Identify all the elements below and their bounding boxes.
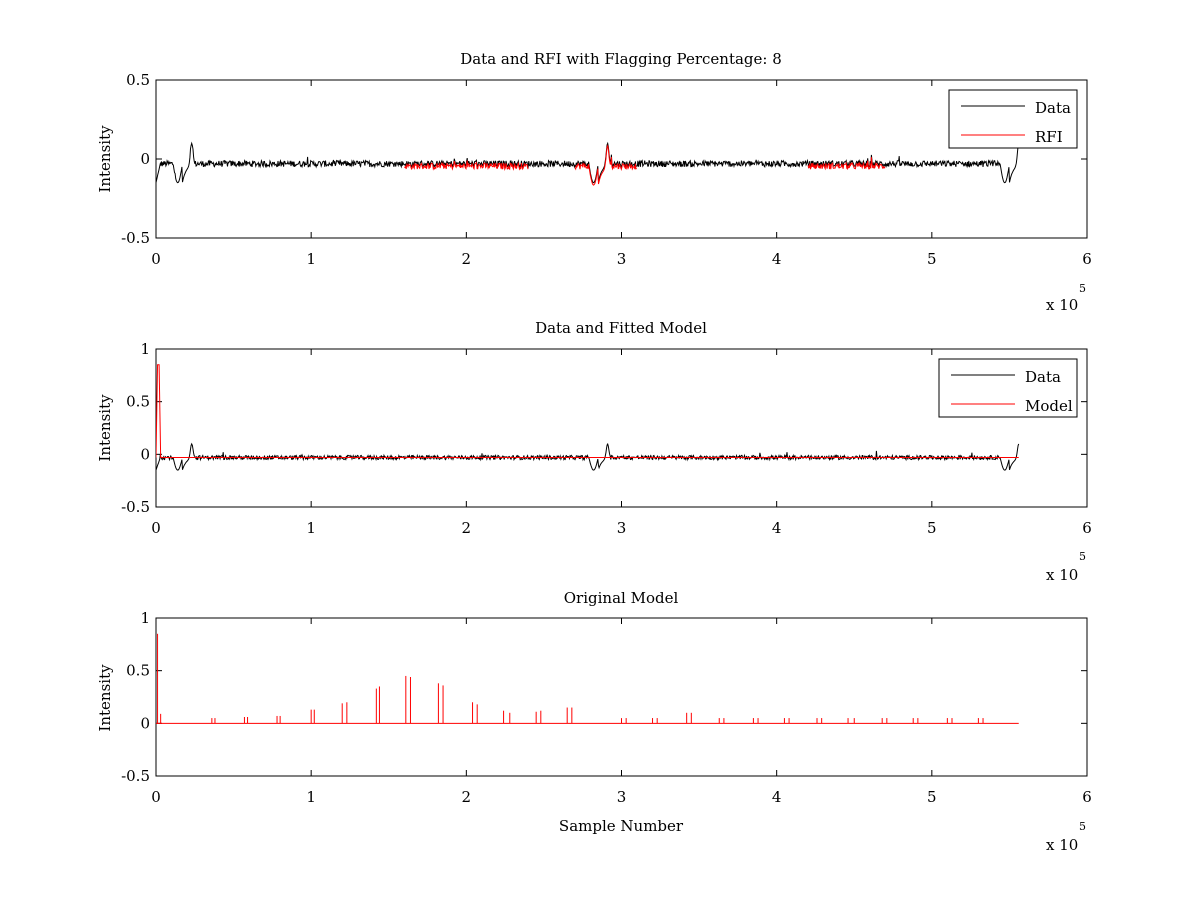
- x-axis-label: Sample Number: [559, 817, 684, 835]
- x-tick-label: 1: [306, 788, 316, 806]
- y-tick-label: 1: [140, 609, 150, 627]
- panel-title: Data and Fitted Model: [535, 319, 707, 337]
- x-exponent-base: x 10: [1046, 566, 1078, 584]
- x-exponent-power: 5: [1079, 820, 1086, 833]
- x-tick-label: 0: [151, 788, 161, 806]
- y-tick-label: 0.5: [126, 71, 150, 89]
- y-tick-label: -0.5: [121, 229, 150, 247]
- plot-marks: [156, 141, 1020, 186]
- legend-box: [938, 358, 1078, 418]
- y-tick-label: 0.5: [126, 662, 150, 680]
- x-exponent-base: x 10: [1046, 296, 1078, 314]
- data-series-line: [156, 442, 1020, 471]
- legend-label: RFI: [1035, 128, 1063, 146]
- y-tick-label: -0.5: [121, 498, 150, 516]
- y-tick-label: 0.5: [126, 393, 150, 411]
- x-exponent-power: 5: [1079, 282, 1086, 295]
- y-axis-label: Intensity: [96, 125, 114, 193]
- legend-box: [948, 89, 1078, 149]
- x-tick-label: 4: [772, 519, 782, 537]
- x-tick-label: 2: [462, 519, 472, 537]
- y-tick-label: 0: [140, 150, 150, 168]
- x-tick-label: 5: [927, 250, 937, 268]
- plot-area: [155, 617, 1088, 777]
- x-tick-label: 4: [772, 250, 782, 268]
- x-tick-label: 3: [617, 788, 627, 806]
- panel-original-model: Original Model Intensity Sample Number x…: [96, 589, 1092, 854]
- y-tick-label: 0: [140, 445, 150, 463]
- legend-label: Data: [1035, 99, 1071, 117]
- panel-title: Original Model: [564, 589, 679, 607]
- x-tick-label: 6: [1082, 519, 1092, 537]
- plot-area: [155, 79, 1088, 239]
- panel-rfi: Data and RFI with Flagging Percentage: 8…: [96, 50, 1092, 314]
- panel-title: Data and RFI with Flagging Percentage: 8: [460, 50, 782, 68]
- x-tick-label: 4: [772, 788, 782, 806]
- x-exponent-power: 5: [1079, 550, 1086, 563]
- x-tick-label: 3: [617, 519, 627, 537]
- x-tick-label: 0: [151, 250, 161, 268]
- rfi-flagged-segment: [807, 157, 886, 171]
- y-axis-label: Intensity: [96, 394, 114, 462]
- data-series-line: [156, 141, 1020, 184]
- x-tick-label: 3: [617, 250, 627, 268]
- x-tick-label: 5: [927, 788, 937, 806]
- x-tick-label: 1: [306, 519, 316, 537]
- plot-marks: [156, 364, 1020, 471]
- x-tick-label: 0: [151, 519, 161, 537]
- y-tick-label: 1: [140, 340, 150, 358]
- plot-area: [155, 348, 1088, 508]
- x-tick-label: 2: [462, 788, 472, 806]
- panel-model-fit: Data and Fitted Model Intensity x 10 5 0…: [96, 319, 1092, 584]
- x-tick-label: 6: [1082, 250, 1092, 268]
- x-tick-label: 1: [306, 250, 316, 268]
- rfi-flagged-segment: [403, 160, 529, 172]
- y-axis-label: Intensity: [96, 664, 114, 732]
- model-series-line: [156, 364, 1019, 458]
- x-tick-label: 6: [1082, 788, 1092, 806]
- legend-label: Model: [1025, 397, 1073, 415]
- rfi-flagged-segment: [574, 144, 637, 186]
- x-exponent-base: x 10: [1046, 836, 1078, 854]
- x-tick-label: 5: [927, 519, 937, 537]
- legend-label: Data: [1025, 368, 1061, 386]
- y-tick-label: 0: [140, 714, 150, 732]
- x-tick-label: 2: [462, 250, 472, 268]
- y-tick-label: -0.5: [121, 767, 150, 785]
- plot-marks: [156, 633, 1019, 724]
